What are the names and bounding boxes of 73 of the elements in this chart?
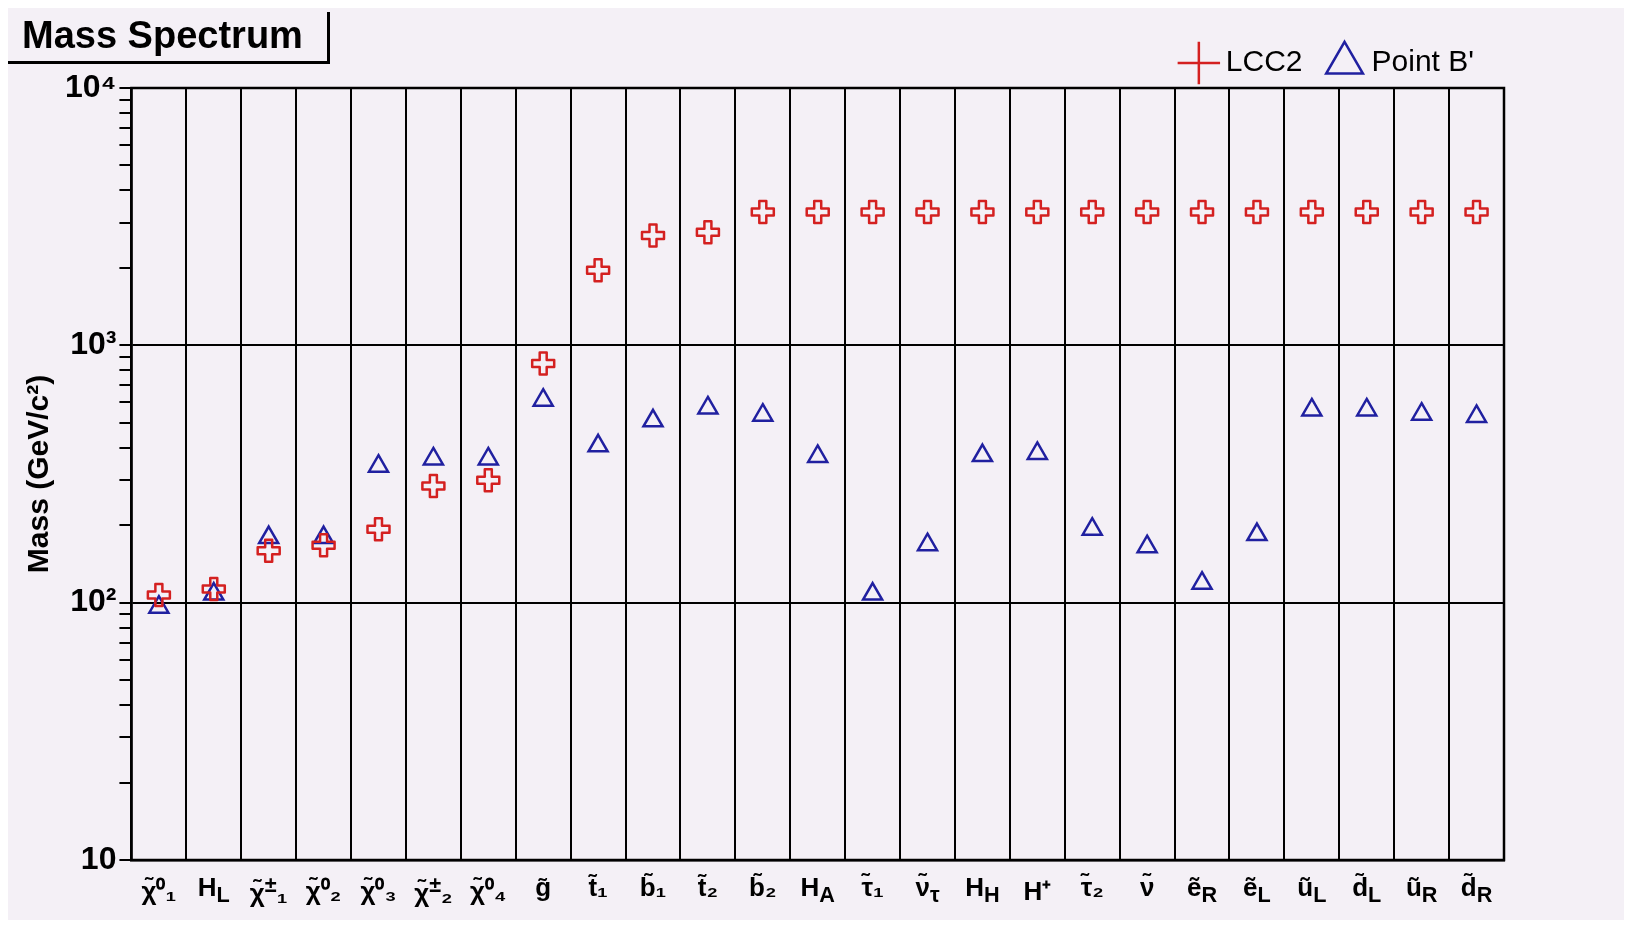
point (367, 453, 390, 473)
point (1026, 441, 1049, 461)
point (587, 433, 609, 453)
point (806, 444, 829, 464)
x-tick-label: χ̃⁰₃ (360, 875, 397, 908)
point (697, 395, 719, 415)
point (642, 408, 664, 428)
x-tick-label: χ̃⁰₄ (470, 875, 507, 908)
point (1079, 199, 1105, 225)
x-tick-label: H⁺ (1023, 875, 1052, 908)
point (422, 446, 445, 466)
legend-label: Point B' (1371, 44, 1474, 78)
x-tick-label: ν̃ (1139, 872, 1155, 903)
x-tick-label: ũ$_{L}$ (1297, 872, 1327, 909)
x-tick-label: ẽ$_{L}$ (1243, 872, 1271, 909)
point (1244, 199, 1270, 225)
point (1464, 199, 1489, 225)
x-tick-label: g̃ (535, 872, 552, 903)
point (1410, 401, 1433, 421)
point (1409, 199, 1434, 225)
point (752, 402, 774, 422)
point (1189, 199, 1215, 225)
x-tick-label: H$_{A}$ (800, 872, 835, 909)
x-tick-label: χ̃⁰₂ (305, 875, 342, 908)
x-tick-label: ũ$_{R}$ (1405, 872, 1438, 909)
point (916, 532, 939, 552)
x-tick-label: χ̃⁰₁ (141, 875, 177, 908)
point (915, 199, 940, 225)
legend-label: LCC2 (1225, 44, 1303, 78)
x-tick-label: τ̃₁ (861, 872, 884, 903)
x-tick-label: H$_{L}$ (197, 872, 230, 909)
point (805, 199, 830, 225)
point (1354, 199, 1379, 225)
point (970, 199, 995, 225)
point (695, 220, 721, 245)
point (530, 351, 556, 376)
point (860, 199, 885, 225)
point (1191, 570, 1213, 590)
point (1355, 397, 1378, 417)
x-tick-label: H$_{H}$ (965, 872, 1000, 909)
y-tick-label: 10² (70, 582, 117, 619)
x-tick-label: d̃$_{R}$ (1460, 872, 1493, 909)
x-tick-label: ẽ$_{R}$ (1186, 872, 1218, 909)
point (750, 199, 776, 225)
point (1465, 404, 1488, 424)
y-tick-label: 10⁴ (65, 67, 117, 104)
point (1025, 199, 1050, 225)
point (1299, 199, 1325, 225)
y-tick-label: 10 (80, 839, 117, 876)
point (257, 525, 280, 545)
point (1134, 199, 1160, 225)
y-tick-label: 10³ (70, 325, 117, 362)
point (1136, 534, 1158, 554)
chart-title: Mass Spectrum (8, 12, 330, 64)
x-tick-label: τ̃₂ (1080, 872, 1104, 903)
point (532, 387, 554, 407)
point (585, 257, 611, 283)
point (971, 443, 994, 463)
x-tick-label: d̃$_{L}$ (1352, 872, 1382, 909)
x-tick-label: χ̃$^{±}$₁ (249, 872, 288, 909)
point (1081, 516, 1103, 536)
x-tick-label: χ̃$^{±}$₂ (414, 872, 453, 909)
x-tick-label: t̃₂ (697, 872, 718, 903)
point (1301, 397, 1323, 417)
x-tick-label: t̃₁ (588, 872, 608, 903)
point (640, 223, 666, 248)
x-tick-label: b̃₁ (639, 872, 667, 903)
y-axis-title: Mass (GeV/c²) (21, 374, 55, 574)
x-tick-label: b̃₂ (749, 872, 777, 903)
point (1246, 522, 1268, 542)
x-tick-label: ν̃$_{τ}$ (915, 872, 940, 909)
point (861, 581, 884, 601)
point (477, 446, 500, 466)
